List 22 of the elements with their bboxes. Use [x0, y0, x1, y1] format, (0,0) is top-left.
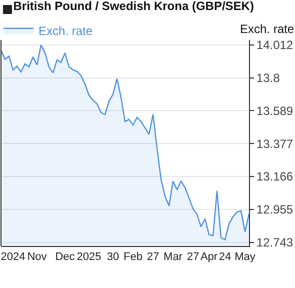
x-tick-label: 27: [146, 251, 160, 264]
y-tick-label: 13.589: [256, 104, 294, 118]
y-tick-label: 14.012: [256, 38, 294, 52]
y-axis-title: Exch. rate: [240, 22, 294, 36]
x-tick-label: May: [234, 251, 256, 264]
y-tick-label: 13.8: [256, 71, 280, 86]
x-tick-label: 24: [218, 251, 232, 264]
y-tick-label: 12.743: [256, 235, 294, 250]
y-tick-label: 12.955: [256, 202, 294, 217]
y-tick-label: 13.166: [256, 170, 294, 184]
x-tick-label: 27: [186, 251, 200, 264]
x-tick-label: 2025: [76, 251, 102, 264]
x-tick-label: 30: [106, 251, 120, 264]
x-tick-label: Nov: [27, 251, 48, 264]
x-tick-label: Mar: [164, 251, 183, 264]
x-tick-label: 2024: [0, 251, 26, 264]
legend-label: Exch. rate: [38, 24, 93, 38]
x-tick-label: Apr: [200, 251, 218, 264]
chart-title: British Pound / Swedish Krona (GBP/SEK): [13, 0, 254, 13]
y-tick-label: 13.377: [256, 136, 294, 151]
x-tick-label: Feb: [124, 251, 142, 264]
x-tick-label: Dec: [55, 251, 76, 264]
